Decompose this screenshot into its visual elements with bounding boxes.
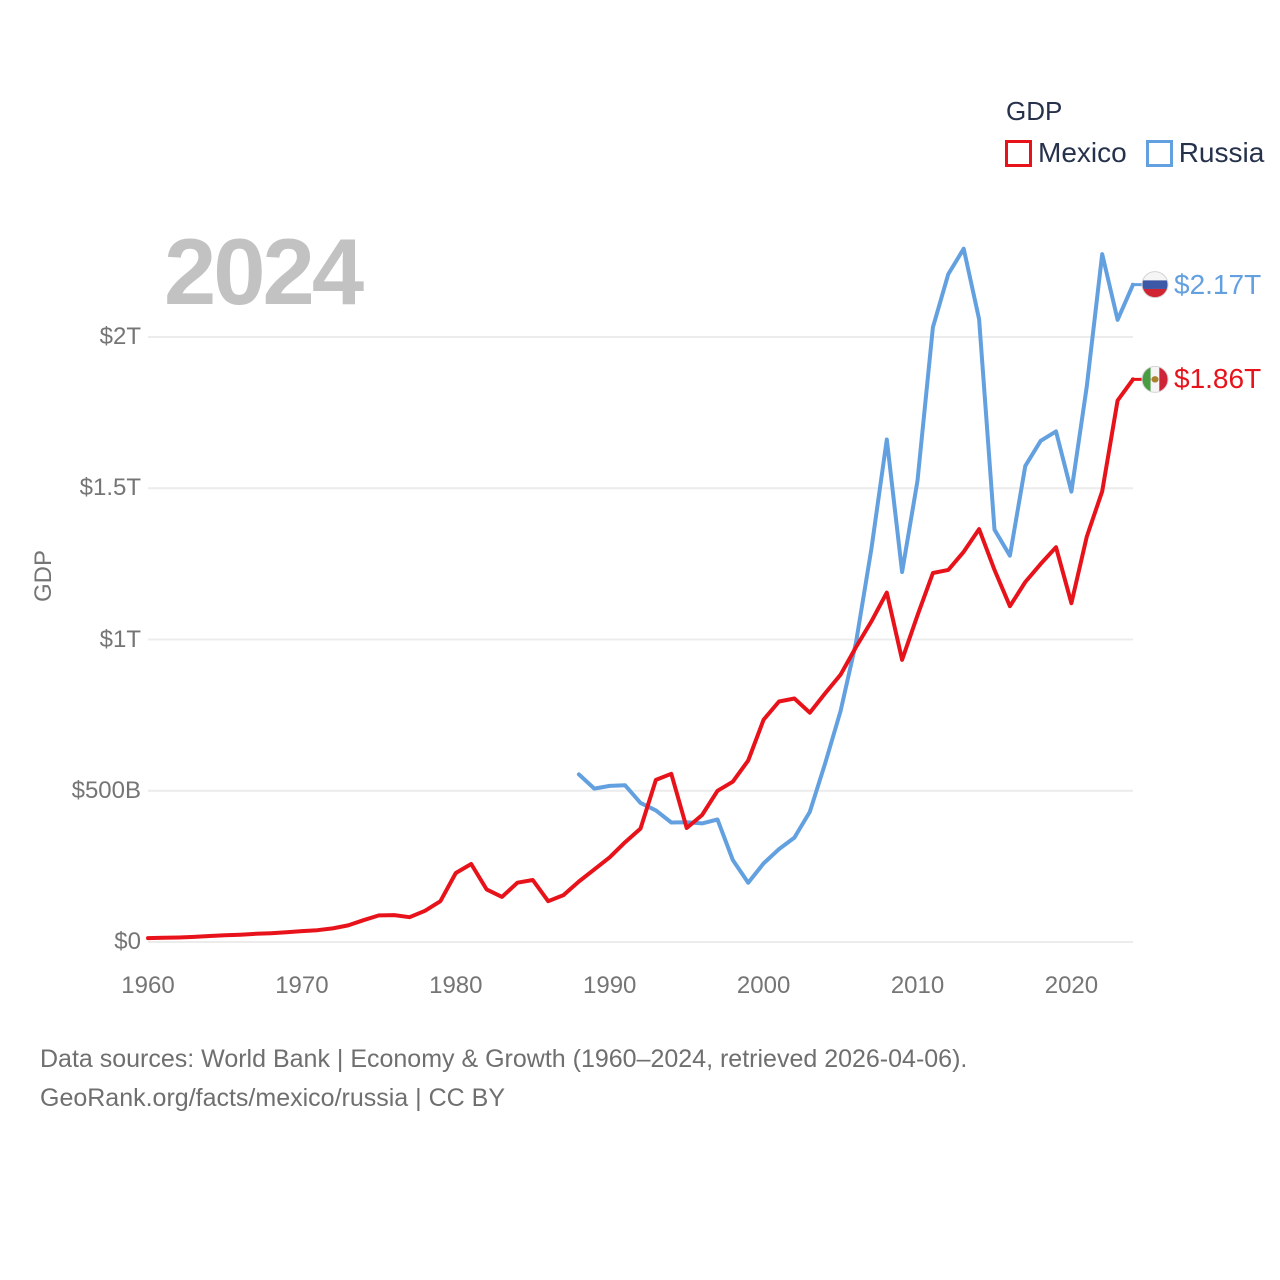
x-axis-tick-label: 2000 <box>736 972 791 999</box>
x-axis-tick-label: 2020 <box>1044 972 1099 999</box>
end-value-label-russia: $2.17T <box>1174 268 1262 300</box>
x-axis-tick-label: 1990 <box>583 972 637 999</box>
end-value-label-mexico: $1.86T <box>1174 363 1262 395</box>
legend: GDP Mexico Russia <box>1005 96 1264 169</box>
x-axis-tick-label: 1980 <box>429 972 483 999</box>
gdp-line-mexico[interactable] <box>146 377 1135 941</box>
attribution-footer: Data sources: World Bank | Economy & Gro… <box>40 1040 1140 1118</box>
russia-swatch-icon <box>1145 139 1173 167</box>
y-axis-tick-label: $0 <box>114 928 141 955</box>
y-axis-tick-label: $1T <box>99 625 141 653</box>
x-axis-tick-label: 1960 <box>121 972 175 999</box>
year-watermark: 2024 <box>164 219 364 324</box>
legend-item-mexico[interactable]: Mexico <box>1005 137 1127 169</box>
legend-item-russia[interactable]: Russia <box>1145 137 1265 169</box>
data-source-line: Data sources: World Bank | Economy & Gro… <box>40 1045 968 1073</box>
y-axis-tick-label: $500B <box>71 776 141 804</box>
legend-label-russia: Russia <box>1178 137 1265 168</box>
x-axis-tick-label: 1970 <box>275 972 329 999</box>
flag-icon-mx <box>1141 365 1169 393</box>
legend-row: Mexico Russia <box>1005 137 1264 169</box>
y-axis-tick-label: $1.5T <box>79 474 141 502</box>
flag-icon-ru <box>1141 271 1169 299</box>
georank-url-line: GeoRank.org/facts/mexico/russia | CC BY <box>40 1084 505 1112</box>
y-axis-tick-label: $2T <box>99 323 141 350</box>
legend-label-mexico: Mexico <box>1038 137 1127 168</box>
gdp-line-russia[interactable] <box>576 246 1135 885</box>
mexico-swatch-icon <box>1005 139 1032 167</box>
x-axis-tick-label: 2010 <box>890 972 945 999</box>
legend-title: GDP <box>1006 96 1063 126</box>
